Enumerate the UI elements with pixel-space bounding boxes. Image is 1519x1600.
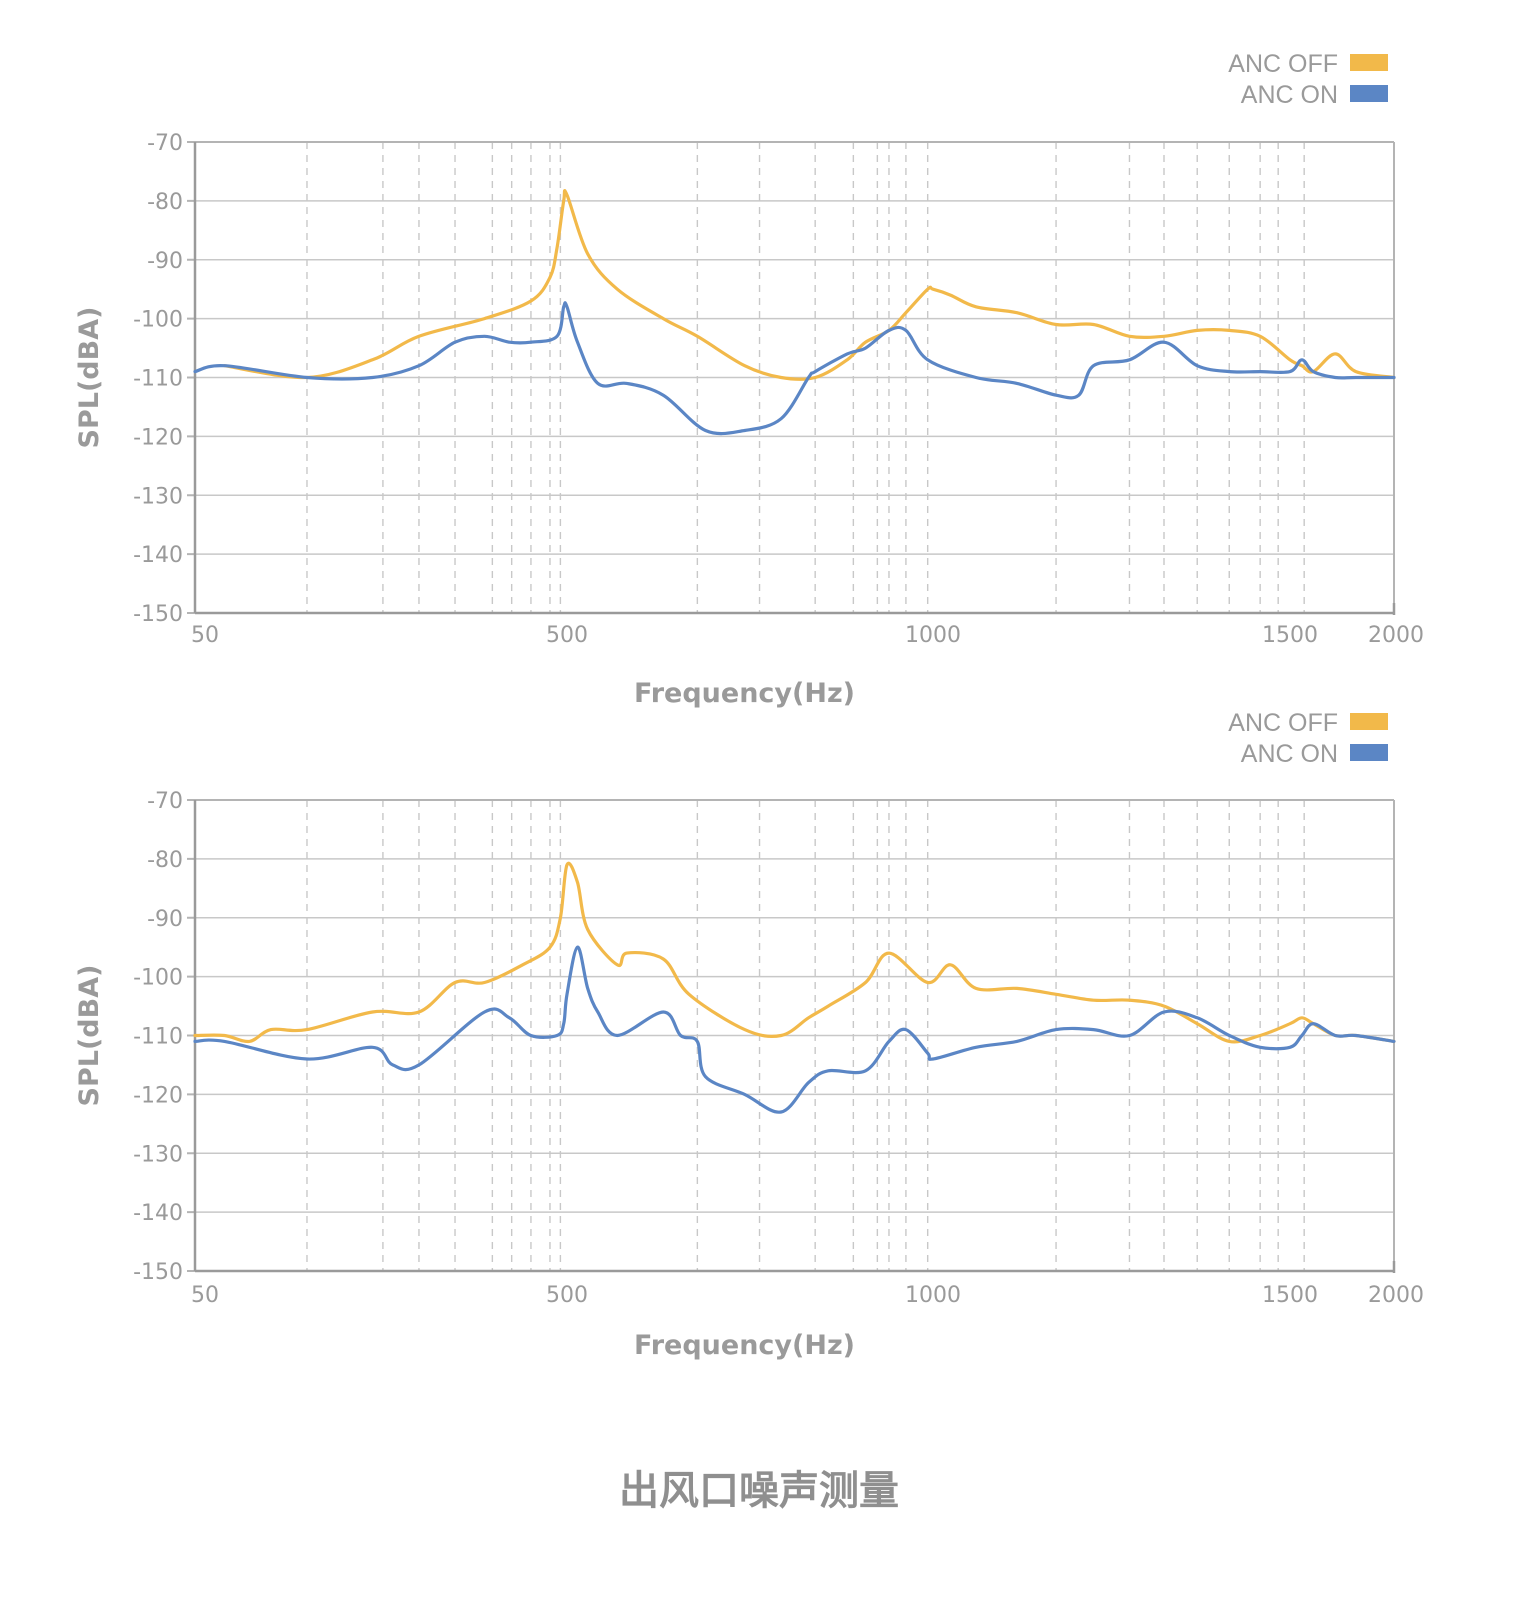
x-tick-label: 1500: [1262, 623, 1318, 648]
y-tick-label: -110: [133, 1025, 183, 1050]
y-tick-label: -130: [133, 484, 183, 509]
y-tick-label: -70: [147, 789, 183, 814]
series-line-anc-off: [193, 861, 1396, 1044]
x-tick-label: 1000: [905, 1283, 961, 1308]
y-tick-label: -100: [133, 308, 183, 333]
chart-bottom: -70 -80 -90 -100 -110 -120 -130 -140 -150 50 500 10…: [74, 709, 1424, 1361]
chart-top: -70 -80 -90 -100 -110 -120 -130 -140 -150 50 500 10…: [74, 50, 1424, 709]
y-tick-label: -140: [133, 543, 183, 568]
y-tick-label: -120: [133, 425, 183, 450]
series-line-anc-on: [193, 301, 1396, 436]
legend-label-anc-on: ANC ON: [1241, 740, 1338, 768]
x-tick-label: 1000: [905, 623, 961, 648]
series-line-anc-on: [193, 945, 1396, 1114]
x-tick-label: 2000: [1368, 1283, 1424, 1308]
x-tick-label: 1500: [1262, 1283, 1318, 1308]
series-line-anc-off: [222, 189, 1396, 381]
legend-swatch-anc-off: [1350, 713, 1388, 730]
x-tick-label: 2000: [1368, 623, 1424, 648]
legend-label-anc-off: ANC OFF: [1228, 709, 1338, 737]
y-tick-label: -140: [133, 1201, 183, 1226]
y-tick-label: -80: [147, 848, 183, 873]
y-tick-label: -130: [133, 1142, 183, 1167]
y-axis-title: SPL(dBA): [74, 965, 105, 1107]
y-tick-label: -80: [147, 190, 183, 215]
y-tick-label: -150: [133, 602, 183, 627]
y-axis-title: SPL(dBA): [74, 307, 105, 449]
y-tick-label: -110: [133, 367, 183, 392]
y-tick-label: -70: [147, 131, 183, 156]
y-tick-label: -120: [133, 1083, 183, 1108]
x-tick-label: 500: [546, 1283, 588, 1308]
y-tick-label: -90: [147, 907, 183, 932]
legend-swatch-anc-on: [1350, 744, 1388, 761]
legend-label-anc-off: ANC OFF: [1228, 50, 1338, 78]
legend-swatch-anc-on: [1350, 85, 1388, 102]
legend-label-anc-on: ANC ON: [1241, 81, 1338, 109]
legend-swatch-anc-off: [1350, 54, 1388, 71]
y-tick-label: -90: [147, 249, 183, 274]
x-tick-label: 500: [546, 623, 588, 648]
x-axis-title: Frequency(Hz): [634, 678, 855, 709]
x-tick-label: 50: [191, 1283, 219, 1308]
x-tick-label: 50: [191, 623, 219, 648]
x-axis-title: Frequency(Hz): [634, 1330, 855, 1361]
figure-caption: 出风口噪声测量: [619, 1468, 899, 1514]
y-tick-label: -100: [133, 966, 183, 991]
y-tick-label: -150: [133, 1260, 183, 1285]
